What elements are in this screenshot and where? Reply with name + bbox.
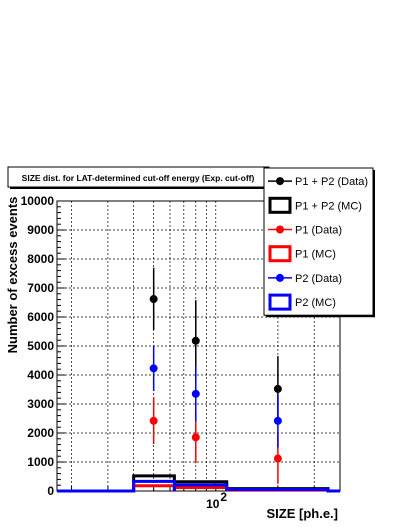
legend-label: P2 (Data) — [295, 273, 342, 285]
y-axis-label: Number of excess events — [5, 197, 20, 354]
legend-label: P1 (MC) — [295, 249, 336, 261]
y-tick-label: 8000 — [27, 252, 54, 266]
x-tick-label: 10 — [206, 497, 220, 511]
legend-entry-p2-mc-: P2 (MC) — [268, 293, 336, 311]
legend-entry-p1-mc-: P1 (MC) — [268, 245, 336, 263]
legend-marker-box — [268, 196, 292, 214]
data-point-p2-data- — [149, 364, 158, 373]
data-point-p1-p2-data- — [191, 336, 200, 345]
y-tick-label: 5000 — [27, 339, 54, 353]
x-tick-label-exponent: 2 — [220, 490, 227, 504]
y-tick-label: 0 — [47, 484, 54, 498]
data-point-p1-data- — [273, 454, 282, 463]
legend-marker-point — [276, 273, 284, 282]
legend-label: P2 (MC) — [295, 297, 336, 309]
legend-entry-p2-data-: P2 (Data) — [268, 273, 342, 285]
data-point-p1-data- — [149, 416, 158, 425]
legend-box — [263, 167, 374, 316]
data-point-p1-data- — [191, 433, 200, 442]
legend-entry-p1-data-: P1 (Data) — [268, 225, 342, 237]
title-box: SIZE dist. for LAT-determined cut-off en… — [7, 166, 270, 189]
y-tick-label: 4000 — [27, 368, 54, 382]
legend-shadow — [373, 170, 375, 318]
y-tick-label: 9000 — [27, 223, 54, 237]
data-point-p1-p2-data- — [273, 384, 282, 393]
data-point-p1-p2-data- — [149, 295, 158, 304]
legend-entry-p1-p2-mc-: P1 + P2 (MC) — [268, 196, 362, 214]
legend-marker-point — [276, 225, 284, 234]
legend: P1 + P2 (Data) P1 + P2 (MC) P1 (Data) P1 (M… — [263, 167, 375, 318]
legend-label: P1 + P2 (Data) — [295, 176, 368, 188]
chart-title: SIZE dist. for LAT-determined cut-off en… — [22, 173, 255, 183]
marks — [57, 267, 340, 493]
y-tick-label: 10000 — [21, 194, 55, 208]
data-point-p2-data- — [191, 389, 200, 398]
y-tick-label: 6000 — [27, 310, 54, 324]
legend-entry-p1-p2-data-: P1 + P2 (Data) — [268, 176, 368, 188]
legend-shadow — [266, 315, 375, 318]
y-tick-label: 3000 — [27, 397, 54, 411]
y-tick-label: 1000 — [27, 455, 54, 469]
x-axis-label: SIZE [ph.e.] — [267, 506, 339, 521]
legend-label: P1 (Data) — [295, 225, 342, 237]
histogram-p2-mc- — [57, 479, 340, 493]
y-tick-label: 2000 — [27, 426, 54, 440]
legend-marker-box — [268, 245, 292, 263]
data-point-p2-data- — [273, 416, 282, 425]
y-tick-label: 7000 — [27, 281, 54, 295]
legend-marker-box — [268, 293, 292, 311]
legend-label: P1 + P2 (MC) — [295, 200, 362, 212]
legend-marker-point — [276, 177, 284, 186]
